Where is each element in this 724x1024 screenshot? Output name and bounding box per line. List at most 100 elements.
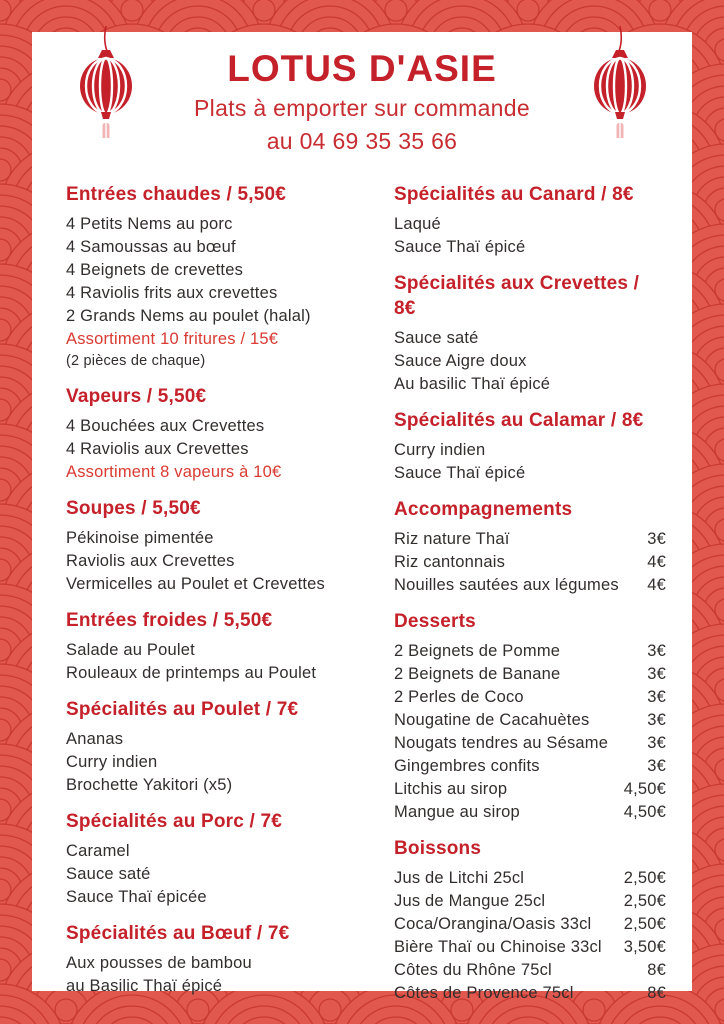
menu-item: 2 Beignets de Pomme 3€: [394, 640, 666, 663]
item-label: Sauce saté: [394, 329, 479, 347]
menu-item: 4 Raviolis frits aux crevettes: [66, 282, 368, 305]
menu-section: Spécialités au Canard / 8€ Laqué Sauce Th…: [394, 182, 666, 259]
menu-item: Nougats tendres au Sésame 3€: [394, 732, 666, 755]
item-label: Côtes du Rhône 75cl: [394, 961, 552, 979]
section-items: Caramel Sauce saté Sauce Thaï épicée: [66, 840, 368, 909]
item-price: 8€: [647, 961, 666, 979]
menu-item: 2 Perles de Coco 3€: [394, 686, 666, 709]
menu-item: Litchis au sirop 4,50€: [394, 778, 666, 801]
item-label: Nougats tendres au Sésame: [394, 734, 609, 752]
item-label: Assortiment 10 fritures / 15€: [66, 330, 279, 348]
item-label: Mangue au sirop: [394, 803, 520, 821]
restaurant-name: LOTUS D'ASIE: [227, 48, 497, 89]
section-items: Ananas Curry indien Brochette Yakitori (x5…: [66, 728, 368, 797]
menu-item: Assortiment 8 vapeurs à 10€: [66, 461, 368, 484]
item-price: 4,50€: [623, 803, 666, 821]
menu-item: Nouilles sautées aux légumes 4€: [394, 574, 666, 597]
section-title: Spécialités au Canard / 8€: [394, 184, 634, 205]
section-title: Spécialités au Calamar / 8€: [394, 410, 644, 431]
menu-section: Spécialités au Porc / 7€ Caramel Sauce sa…: [66, 809, 368, 909]
item-label: 2 Beignets de Pomme: [394, 642, 561, 660]
section-title: Entrées froides / 5,50€: [66, 610, 273, 631]
item-label: Jus de Mangue 25cl: [394, 892, 546, 910]
item-label: 4 Raviolis frits aux crevettes: [66, 284, 278, 302]
item-label: 4 Samoussas au bœuf: [66, 238, 236, 256]
menu-item: Jus de Mangue 25cl 2,50€: [394, 890, 666, 913]
section-title: Boissons: [394, 838, 482, 859]
item-label: Nouilles sautées aux légumes: [394, 576, 619, 594]
item-price: 3€: [647, 734, 666, 752]
chinese-lantern-icon: [80, 26, 132, 138]
menu-section: Entrées chaudes / 5,50€ 4 Petits Nems au…: [66, 182, 368, 372]
chinese-lantern-icon: [594, 26, 646, 138]
section-items: Curry indien Sauce Thaï épicé: [394, 439, 666, 485]
item-price: 4,50€: [623, 780, 666, 798]
item-price: 3€: [647, 688, 666, 706]
menu-item: Nougatine de Cacahuètes 3€: [394, 709, 666, 732]
item-label: Litchis au sirop: [394, 780, 508, 798]
menu-section: Spécialités au Poulet / 7€ Ananas Curry i…: [66, 697, 368, 797]
menu-item: Caramel: [66, 840, 368, 863]
item-label: 4 Petits Nems au porc: [66, 215, 233, 233]
item-label: Riz cantonnais: [394, 553, 506, 571]
section-title: Accompagnements: [394, 499, 573, 520]
menu-page: LOTUS D'ASIE Plats à emporter sur comman…: [32, 32, 692, 1002]
section-title: Spécialités au Poulet / 7€: [66, 699, 299, 720]
section-title: Vapeurs / 5,50€: [66, 386, 207, 407]
takeaway-subtitle: Plats à emporter sur commande: [194, 95, 530, 121]
item-price: 3€: [647, 757, 666, 775]
phone-number: au 04 69 35 35 66: [266, 128, 458, 154]
section-items: Riz nature Thaï 3€ Riz cantonnais 4€ Nouille…: [394, 528, 666, 597]
item-label: Raviolis aux Crevettes: [66, 552, 235, 570]
item-label: 2 Beignets de Banane: [394, 665, 561, 683]
section-items: Sauce saté Sauce Aigre doux Au basilic Tha…: [394, 327, 666, 396]
item-label: Brochette Yakitori (x5): [66, 776, 233, 794]
menu-section: Entrées froides / 5,50€ Salade au Poulet…: [66, 608, 368, 685]
menu-item: Rouleaux de printemps au Poulet: [66, 662, 368, 685]
menu-header: LOTUS D'ASIE Plats à emporter sur comman…: [32, 32, 692, 158]
item-label: Laqué: [394, 215, 441, 233]
menu-body: Entrées chaudes / 5,50€ 4 Petits Nems au…: [32, 158, 692, 1005]
section-items: 4 Bouchées aux Crevettes 4 Raviolis aux C…: [66, 415, 368, 484]
section-items: Aux pousses de bambou au Basilic Thaï épi…: [66, 952, 368, 998]
menu-item: Vermicelles au Poulet et Crevettes: [66, 573, 368, 596]
menu-item: Ananas: [66, 728, 368, 751]
menu-item: 4 Petits Nems au porc: [66, 213, 368, 236]
menu-item: Raviolis aux Crevettes: [66, 550, 368, 573]
menu-item: Bière Thaï ou Chinoise 33cl 3,50€: [394, 936, 666, 959]
menu-item: Aux pousses de bambou: [66, 952, 368, 975]
item-label: Aux pousses de bambou: [66, 954, 252, 972]
item-label: Curry indien: [66, 753, 158, 771]
menu-section: Accompagnements Riz nature Thaï 3€ Riz can…: [394, 497, 666, 597]
menu-item: Laqué: [394, 213, 666, 236]
menu-section: Boissons Jus de Litchi 25cl 2,50€ Jus de M…: [394, 836, 666, 1005]
item-price: 3,50€: [623, 938, 666, 956]
menu-item: Pékinoise pimentée: [66, 527, 368, 550]
item-label: Côtes de Provence 75cl: [394, 984, 574, 1002]
menu-item: Sauce Thaï épicé: [394, 236, 666, 259]
menu-item: Sauce Thaï épicé: [394, 462, 666, 485]
menu-item: Au basilic Thaï épicé: [394, 373, 666, 396]
item-label: 4 Raviolis aux Crevettes: [66, 440, 249, 458]
menu-item: Jus de Litchi 25cl 2,50€: [394, 867, 666, 890]
item-price: 3€: [647, 530, 666, 548]
item-label: Jus de Litchi 25cl: [394, 869, 525, 887]
menu-section: Desserts 2 Beignets de Pomme 3€ 2 Beignets…: [394, 609, 666, 824]
menu-item: 4 Samoussas au bœuf: [66, 236, 368, 259]
menu-section: Soupes / 5,50€ Pékinoise pimentée Ravioli…: [66, 496, 368, 596]
item-label: au Basilic Thaï épicé: [66, 977, 223, 995]
menu-item: Côtes du Rhône 75cl 8€: [394, 959, 666, 982]
item-label: 4 Bouchées aux Crevettes: [66, 417, 265, 435]
item-label: Au basilic Thaï épicé: [394, 375, 551, 393]
item-price: 4€: [647, 576, 666, 594]
menu-section: Spécialités au Bœuf / 7€ Aux pousses de …: [66, 921, 368, 998]
section-items: 4 Petits Nems au porc 4 Samoussas au bœuf…: [66, 213, 368, 372]
section-title: Spécialités au Porc / 7€: [66, 811, 283, 832]
menu-item: Côtes de Provence 75cl 8€: [394, 982, 666, 1005]
menu-item: Curry indien: [394, 439, 666, 462]
menu-section: Spécialités aux Crevettes / 8€ Sauce sat…: [394, 271, 666, 396]
item-price: 3€: [647, 642, 666, 660]
menu-item: Sauce Aigre doux: [394, 350, 666, 373]
menu-item: Sauce Thaï épicée: [66, 886, 368, 909]
menu-item: Mangue au sirop 4,50€: [394, 801, 666, 824]
